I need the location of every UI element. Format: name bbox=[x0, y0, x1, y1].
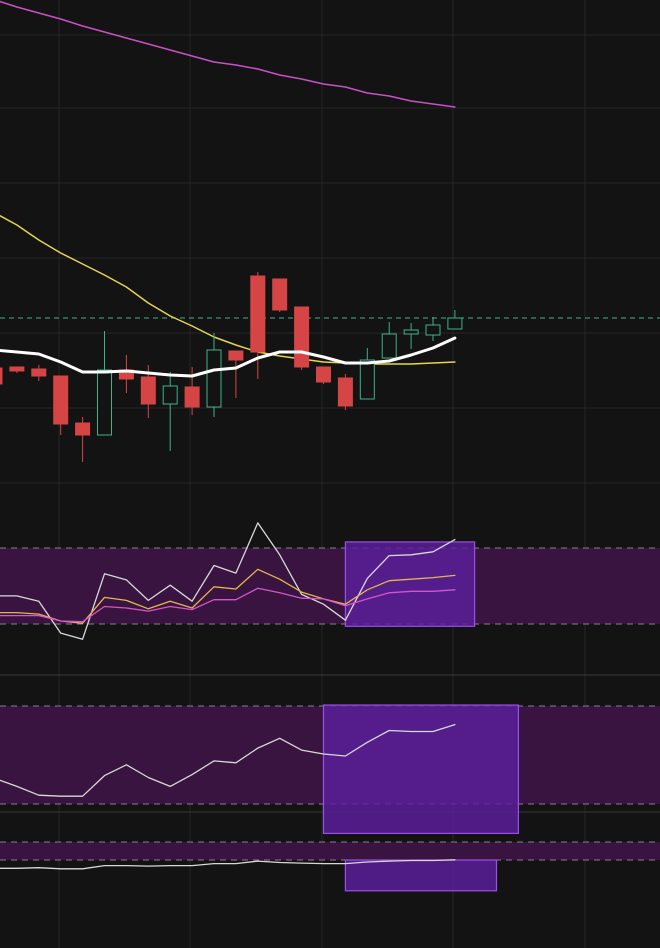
candle[interactable] bbox=[359, 348, 375, 400]
candle[interactable] bbox=[206, 333, 222, 417]
candle[interactable] bbox=[162, 372, 178, 451]
candle-body bbox=[337, 377, 353, 407]
oscillator-1-series-1[interactable] bbox=[0, 522, 456, 640]
candle-body bbox=[9, 366, 25, 372]
highlight-box-1[interactable] bbox=[344, 541, 476, 627]
candle-body bbox=[359, 359, 375, 400]
candle-body bbox=[250, 275, 266, 353]
candle-body bbox=[425, 324, 441, 336]
oscillator-band-3 bbox=[0, 842, 660, 860]
candle[interactable] bbox=[250, 272, 266, 379]
candle-body bbox=[53, 375, 69, 425]
ema-long-line[interactable] bbox=[0, 0, 456, 108]
ema-fast-line[interactable] bbox=[0, 336, 457, 378]
candle[interactable] bbox=[403, 323, 419, 349]
candle-body bbox=[206, 349, 222, 408]
candle-body bbox=[381, 333, 397, 359]
candle[interactable] bbox=[272, 278, 288, 312]
candle[interactable] bbox=[0, 367, 3, 385]
candle-body bbox=[184, 386, 200, 408]
candle-body bbox=[97, 369, 112, 436]
candle-body bbox=[0, 367, 3, 385]
oscillator-2-series-1[interactable] bbox=[0, 723, 456, 797]
oscillator-1-series-2[interactable] bbox=[0, 568, 456, 624]
candle[interactable] bbox=[75, 417, 91, 462]
candle[interactable] bbox=[31, 365, 47, 381]
candle[interactable] bbox=[97, 331, 112, 436]
oscillator-pane-3[interactable] bbox=[0, 841, 660, 892]
candle-body bbox=[272, 278, 288, 311]
oscillator-band-1 bbox=[0, 548, 660, 624]
price-pane[interactable] bbox=[0, 0, 660, 462]
candle[interactable] bbox=[337, 374, 353, 410]
candle[interactable] bbox=[53, 375, 69, 435]
candle-body bbox=[316, 366, 331, 383]
candle[interactable] bbox=[140, 365, 156, 418]
candle[interactable] bbox=[9, 366, 25, 373]
candle[interactable] bbox=[381, 322, 397, 359]
candle-body bbox=[31, 368, 47, 377]
candle-body bbox=[75, 422, 91, 436]
candle-body bbox=[447, 317, 463, 330]
candle[interactable] bbox=[316, 366, 331, 384]
candle[interactable] bbox=[228, 350, 244, 398]
oscillator-1-series-3[interactable] bbox=[0, 587, 456, 623]
oscillator-pane-2[interactable] bbox=[0, 704, 660, 835]
candle-body bbox=[294, 306, 310, 368]
candle-body bbox=[162, 385, 178, 405]
candle-body bbox=[403, 329, 419, 335]
candle[interactable] bbox=[294, 306, 310, 370]
oscillator-pane-1[interactable] bbox=[0, 522, 660, 640]
candle-body bbox=[228, 350, 244, 361]
ema-slow-line[interactable] bbox=[0, 213, 456, 365]
highlight-box-3[interactable] bbox=[344, 859, 498, 892]
candle[interactable] bbox=[447, 310, 463, 330]
oscillator-3-series-1[interactable] bbox=[0, 859, 456, 870]
highlight-box-2[interactable] bbox=[322, 704, 520, 835]
candle-body bbox=[140, 376, 156, 405]
candle[interactable] bbox=[425, 317, 441, 341]
